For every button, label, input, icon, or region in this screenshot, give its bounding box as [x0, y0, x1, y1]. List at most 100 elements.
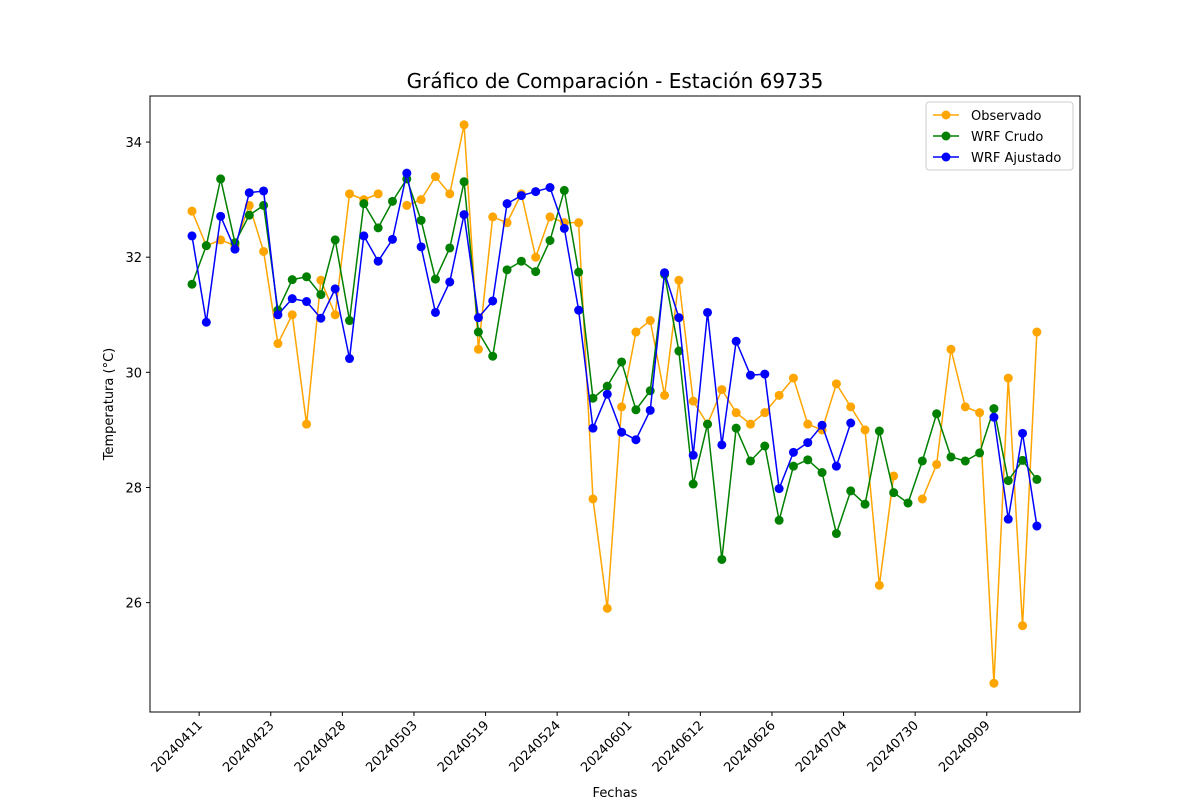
- data-point: [216, 174, 226, 184]
- data-point: [1003, 373, 1013, 383]
- series-wrf-crudo: [187, 174, 1042, 564]
- data-point: [545, 236, 555, 246]
- data-point: [259, 186, 269, 196]
- legend-label: Observado: [971, 109, 1042, 124]
- data-point: [459, 120, 469, 130]
- data-point: [703, 419, 713, 429]
- x-tick-label: 20240524: [507, 718, 564, 775]
- data-point: [803, 438, 813, 448]
- data-point: [960, 402, 970, 412]
- data-point: [660, 390, 670, 400]
- x-tick-label: 20240626: [721, 718, 778, 775]
- data-point: [559, 185, 569, 195]
- data-point: [760, 369, 770, 379]
- x-tick-label: 20240909: [936, 718, 993, 775]
- data-point: [617, 357, 627, 367]
- data-point: [660, 268, 670, 278]
- series-line: [406, 124, 895, 610]
- data-point: [445, 277, 455, 287]
- data-point: [1003, 476, 1013, 486]
- data-point: [803, 455, 813, 465]
- data-point: [516, 256, 526, 266]
- data-point: [717, 554, 727, 564]
- data-point: [631, 327, 641, 337]
- legend: Observado WRF Crudo WRF Ajustado: [925, 101, 1074, 171]
- data-point: [187, 206, 197, 216]
- data-point: [574, 267, 584, 277]
- data-point: [760, 408, 770, 418]
- data-point: [488, 212, 498, 222]
- data-point: [287, 294, 297, 304]
- data-point: [588, 423, 598, 433]
- data-point: [216, 211, 226, 221]
- data-point: [345, 316, 355, 326]
- data-point: [187, 231, 197, 241]
- data-point: [588, 494, 598, 504]
- data-point: [330, 235, 340, 245]
- data-point: [846, 486, 856, 496]
- data-point: [917, 456, 927, 466]
- data-point: [373, 223, 383, 233]
- y-tick-label: 32: [125, 251, 142, 266]
- data-point: [1032, 327, 1042, 337]
- data-point: [531, 252, 541, 262]
- data-point: [932, 409, 942, 419]
- x-tick-label: 20240730: [865, 718, 922, 775]
- legend-label: WRF Crudo: [971, 130, 1043, 145]
- data-point: [831, 379, 841, 389]
- data-point: [201, 241, 211, 251]
- data-point: [617, 402, 627, 412]
- data-point: [817, 420, 827, 430]
- data-point: [731, 336, 741, 346]
- x-tick-label: 20240428: [292, 718, 349, 775]
- data-point: [1018, 621, 1028, 631]
- data-point: [774, 515, 784, 525]
- data-point: [473, 327, 483, 337]
- data-point: [745, 419, 755, 429]
- data-point: [373, 189, 383, 199]
- data-point: [387, 196, 397, 206]
- data-point: [989, 412, 999, 422]
- series-line: [191, 172, 852, 490]
- data-point: [488, 351, 498, 361]
- series-line: [993, 417, 1038, 527]
- data-point: [645, 405, 655, 415]
- data-point: [975, 408, 985, 418]
- y-tick-label: 26: [125, 597, 142, 612]
- data-point: [688, 396, 698, 406]
- data-point: [302, 272, 312, 282]
- data-point: [545, 183, 555, 193]
- data-point: [302, 419, 312, 429]
- data-point: [574, 305, 584, 315]
- data-point: [273, 339, 283, 349]
- data-point: [717, 385, 727, 395]
- data-point: [889, 488, 899, 498]
- data-point: [345, 354, 355, 364]
- data-point: [731, 423, 741, 433]
- data-point: [1032, 521, 1042, 531]
- x-tick-label: 20240612: [650, 718, 707, 775]
- data-point: [359, 199, 369, 209]
- data-point: [917, 494, 927, 504]
- x-tick-label: 20240423: [220, 718, 277, 775]
- data-point: [674, 275, 684, 285]
- data-point: [717, 440, 727, 450]
- data-point: [745, 370, 755, 380]
- data-point: [459, 210, 469, 220]
- data-point: [531, 267, 541, 277]
- data-point: [488, 296, 498, 306]
- data-point: [430, 172, 440, 182]
- data-point: [617, 427, 627, 437]
- data-point: [416, 195, 426, 205]
- plot-area: [149, 95, 1081, 713]
- data-point: [345, 189, 355, 199]
- chart-title: Gráfico de Comparación - Estación 69735: [407, 69, 824, 93]
- data-point: [330, 284, 340, 294]
- data-point: [359, 231, 369, 241]
- x-axis-label: Fechas: [593, 786, 638, 800]
- data-point: [860, 499, 870, 509]
- x-axis: 20240411 20240423 20240428 20240503 20240519…: [149, 712, 994, 776]
- data-point: [817, 468, 827, 478]
- data-point: [975, 448, 985, 458]
